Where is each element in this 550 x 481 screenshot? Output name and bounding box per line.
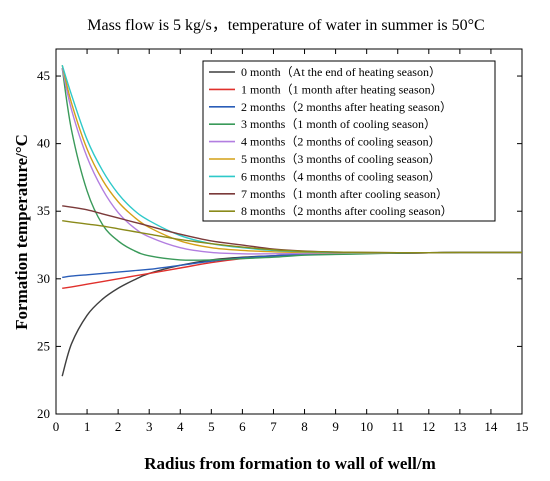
legend-label-4: 4 months（2 months of cooling season） [241,135,441,149]
series-lines [61,65,522,377]
x-tick-label: 10 [360,419,373,434]
y-tick-label: 40 [37,136,50,151]
legend: 0 month（At the end of heating season） 1 m… [202,60,496,222]
x-tick-label: 2 [115,419,122,434]
legend-label-7: 7 months（1 month after cooling season） [241,187,448,201]
y-axis-title: Formation temperature/°C [12,134,31,330]
x-tick-label: 9 [332,419,339,434]
x-tick-label: 7 [270,419,277,434]
legend-label-6: 6 months（4 months of cooling season） [241,169,441,183]
x-tick-label: 11 [391,419,404,434]
x-tick-label: 14 [484,419,498,434]
y-tick-label: 25 [37,338,50,353]
legend-box [202,60,496,222]
chart-title: Mass flow is 5 kg/s，temperature of water… [87,17,484,34]
x-axis: 0 1 2 3 4 5 6 7 8 9 10 11 12 13 14 15 [53,49,529,434]
y-tick-label: 20 [37,406,50,421]
x-tick-label: 1 [84,419,91,434]
legend-label-5: 5 months（3 months of cooling season） [241,152,441,166]
legend-label-0: 0 month（At the end of heating season） [241,65,441,79]
plot-frame [55,48,523,415]
x-tick-label: 12 [422,419,435,434]
x-tick-label: 15 [516,419,529,434]
legend-label-1: 1 month（1 month after heating season） [241,82,443,96]
y-tick-label: 35 [37,203,50,218]
legend-label-2: 2 months（2 months after heating season） [241,100,452,114]
x-tick-label: 6 [239,419,246,434]
x-tick-label: 0 [53,419,60,434]
series-line-8 [62,219,522,254]
x-tick-label: 3 [146,419,153,434]
x-tick-label: 8 [301,419,308,434]
x-tick-label: 13 [453,419,466,434]
y-axis: 20 25 30 35 40 45 [37,68,522,421]
legend-label-3: 3 months（1 month of cooling season） [241,117,436,131]
y-tick-label: 45 [37,68,50,83]
x-tick-label: 5 [208,419,215,434]
y-tick-label: 30 [37,271,50,286]
legend-label-8: 8 months（2 months after cooling season） [241,204,453,218]
x-tick-label: 4 [177,419,184,434]
x-axis-title: Radius from formation to wall of well/m [144,454,436,473]
